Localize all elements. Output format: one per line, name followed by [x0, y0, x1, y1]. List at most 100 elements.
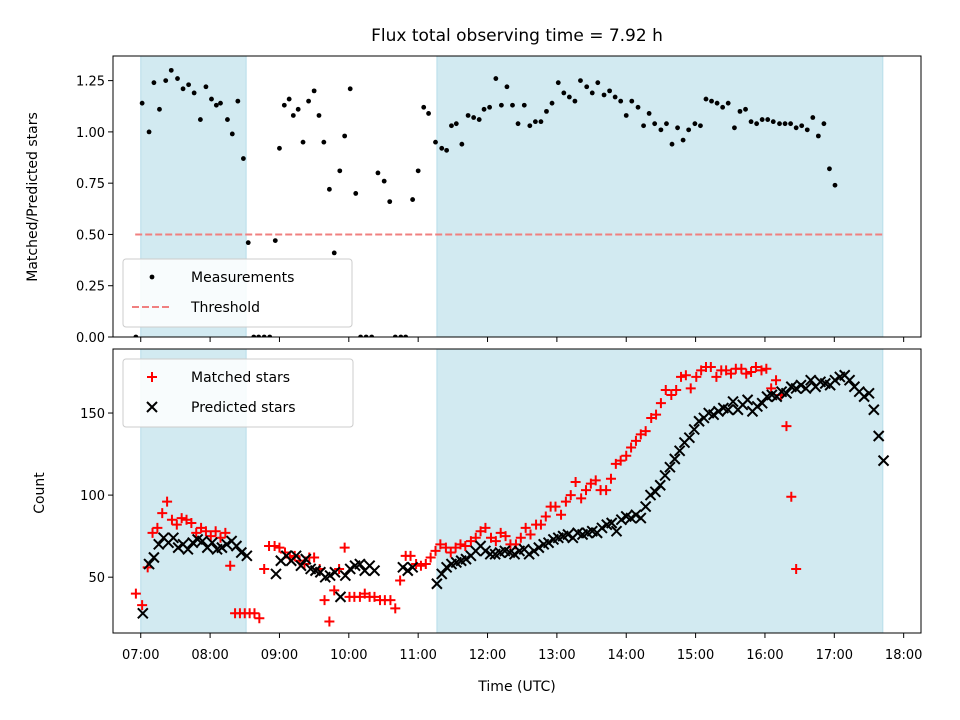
measurement-point — [426, 111, 431, 116]
measurement-point — [459, 141, 465, 147]
measurement-point — [788, 121, 794, 127]
predicted-point — [630, 509, 642, 521]
measurement-point — [358, 334, 364, 337]
measurement-point — [487, 104, 493, 110]
matched-point — [166, 514, 177, 525]
measurement-point — [770, 119, 776, 125]
predicted-point — [751, 400, 764, 413]
measurement-point — [549, 100, 555, 106]
x-tick-label: 12:00 — [469, 648, 506, 663]
y-tick-label: 0.75 — [76, 177, 105, 192]
predicted-point — [484, 548, 497, 560]
predicted-point — [339, 569, 352, 582]
measurement-point — [261, 334, 267, 337]
predicted-point — [167, 532, 180, 544]
x-tick-label: 15:00 — [677, 648, 714, 663]
measurement-point — [635, 104, 641, 110]
matched-point — [329, 585, 340, 596]
measurement-point — [561, 90, 567, 96]
matched-point — [676, 371, 687, 382]
matched-point — [460, 540, 471, 551]
legend-label: Matched stars — [191, 370, 290, 386]
matched-point — [395, 575, 406, 586]
measurement-point — [453, 121, 459, 127]
matched-point — [369, 591, 380, 602]
measurement-point — [353, 191, 359, 196]
measurement-point — [566, 94, 572, 100]
predicted-point — [533, 541, 545, 554]
x-tick-label: 11:00 — [399, 648, 436, 663]
measurement-point — [286, 96, 292, 102]
matched-point — [220, 527, 231, 538]
measurement-point — [316, 113, 322, 118]
matched-point — [176, 513, 187, 524]
plot-area — [130, 349, 890, 633]
predicted-point — [143, 558, 155, 570]
matched-point — [210, 526, 221, 537]
predicted-point — [406, 561, 419, 574]
measurement-point — [612, 94, 618, 100]
measurement-point — [290, 113, 296, 118]
measurement-point — [720, 104, 726, 110]
predicted-point — [712, 405, 725, 418]
matched-point — [621, 450, 632, 461]
y-tick-label: 0.00 — [76, 331, 105, 346]
matched-point — [725, 368, 736, 379]
measurement-point — [256, 334, 262, 337]
measurement-point — [601, 92, 607, 98]
measurement-point — [213, 102, 219, 108]
matched-point — [525, 529, 536, 540]
matched-point — [200, 526, 211, 537]
matched-point — [565, 490, 576, 501]
x-tick-label: 13:00 — [538, 648, 575, 663]
predicted-point — [843, 374, 856, 386]
matched-point — [685, 383, 696, 394]
predicted-point — [295, 559, 307, 572]
measurement-point — [737, 108, 743, 114]
measurement-point — [347, 86, 353, 92]
measurement-point — [326, 186, 332, 192]
measurement-point — [777, 121, 782, 127]
measurement-point — [515, 121, 521, 127]
measurement-point — [449, 123, 454, 129]
matched-point — [680, 370, 691, 381]
predicted-point — [182, 543, 194, 555]
shaded-span-1 — [436, 349, 884, 633]
predicted-point — [300, 553, 312, 565]
matched-point — [655, 398, 666, 409]
predicted-point — [727, 395, 739, 408]
predicted-point — [187, 537, 199, 549]
predicted-point — [562, 528, 574, 541]
matched-point — [590, 475, 601, 486]
matched-point — [319, 595, 330, 606]
matched-point — [480, 522, 491, 533]
predicted-point — [829, 374, 841, 386]
predicted-point — [635, 512, 647, 524]
predicted-point — [440, 561, 453, 574]
y-tick-label: 150 — [80, 407, 105, 422]
measurement-point — [175, 76, 180, 81]
matched-point — [254, 613, 265, 624]
matched-point — [130, 588, 141, 599]
measurement-point — [168, 67, 174, 73]
predicted-point — [858, 390, 870, 403]
predicted-point — [354, 558, 366, 570]
measurement-point — [381, 178, 387, 184]
measurement-point — [306, 98, 311, 104]
measurement-point — [493, 76, 499, 81]
predicted-point — [329, 566, 341, 578]
measurement-point — [421, 104, 427, 110]
measurement-point — [272, 238, 278, 243]
matched-point — [274, 542, 285, 553]
matched-point — [761, 363, 772, 374]
measurement-point — [281, 102, 287, 108]
matched-point — [420, 559, 431, 570]
matched-point — [786, 491, 797, 502]
predicted-point — [596, 522, 608, 534]
measurement-point — [538, 119, 544, 125]
predicted-point — [270, 568, 282, 580]
predicted-point — [741, 394, 754, 406]
matched-point — [390, 603, 401, 614]
measurement-point — [589, 90, 595, 96]
matched-point — [455, 539, 466, 550]
